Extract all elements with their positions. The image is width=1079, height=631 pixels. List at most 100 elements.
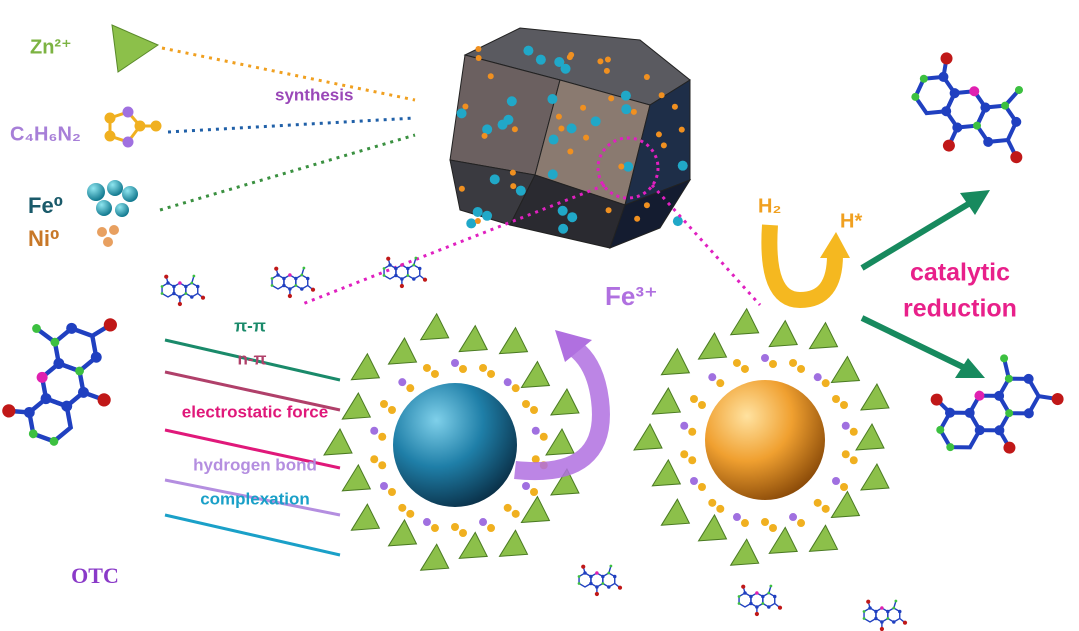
particle bbox=[458, 185, 465, 192]
linker-atom bbox=[697, 401, 706, 409]
particle bbox=[567, 148, 574, 155]
linker-atom bbox=[813, 373, 822, 382]
linker-atom bbox=[708, 498, 717, 507]
particle bbox=[558, 125, 565, 132]
particle bbox=[677, 160, 688, 171]
linker-atom bbox=[487, 524, 496, 533]
zoom-lines bbox=[299, 183, 762, 307]
particle bbox=[590, 116, 601, 127]
linker-atom bbox=[680, 421, 689, 430]
synthesis-lines bbox=[159, 46, 416, 212]
particle bbox=[547, 169, 558, 180]
linker-atom bbox=[797, 519, 806, 528]
tetrahedron bbox=[545, 427, 575, 456]
linker-atom bbox=[832, 395, 841, 403]
linker-atom bbox=[789, 513, 798, 522]
linker-atom bbox=[451, 523, 459, 531]
tetrahedron bbox=[808, 321, 839, 350]
imidazole-icon bbox=[104, 106, 162, 148]
tetrahedron bbox=[350, 503, 381, 531]
tetrahedron bbox=[855, 422, 885, 451]
linker-atom bbox=[406, 509, 415, 518]
particle bbox=[506, 96, 517, 107]
linker-atom bbox=[680, 450, 689, 459]
particle bbox=[566, 54, 573, 61]
linker-atom bbox=[716, 379, 725, 388]
particle bbox=[475, 54, 482, 61]
particle bbox=[548, 134, 559, 145]
tetrahedron bbox=[341, 463, 372, 492]
tetrahedron bbox=[660, 347, 691, 376]
ion-label: Fe³⁺ bbox=[605, 281, 658, 311]
linker-atom bbox=[530, 406, 539, 414]
particle bbox=[660, 142, 667, 149]
linker-atom bbox=[459, 365, 467, 373]
linker-atom bbox=[732, 513, 741, 522]
tetrahedron bbox=[633, 422, 663, 451]
particle bbox=[604, 56, 611, 63]
particle bbox=[620, 90, 631, 101]
tetrahedron bbox=[458, 324, 489, 353]
particle bbox=[456, 108, 467, 119]
tetrahedron bbox=[830, 355, 861, 384]
particle bbox=[482, 210, 493, 221]
linker-atom bbox=[378, 461, 387, 470]
reaction-label: reduction bbox=[903, 295, 1017, 323]
linker-atom bbox=[387, 406, 396, 414]
linker-atom bbox=[821, 379, 830, 388]
particle bbox=[567, 212, 578, 223]
linker-atom bbox=[487, 369, 496, 378]
linker-atom bbox=[849, 456, 858, 465]
particle bbox=[482, 124, 493, 135]
particle bbox=[511, 126, 518, 133]
linker-atom bbox=[832, 477, 841, 485]
ni-core bbox=[705, 380, 825, 500]
particle bbox=[608, 95, 615, 102]
particle bbox=[472, 206, 483, 217]
interaction-label: hydrogen bond bbox=[193, 455, 317, 474]
particle bbox=[634, 215, 641, 222]
linker-atom bbox=[370, 455, 379, 464]
particle bbox=[597, 58, 604, 65]
particle bbox=[678, 126, 685, 133]
precursor-label: C₄H₆N₂ bbox=[10, 123, 81, 145]
particle bbox=[523, 45, 534, 56]
linker-atom bbox=[840, 483, 849, 491]
particle bbox=[603, 67, 610, 74]
linker-atom bbox=[406, 384, 415, 393]
tetrahedron bbox=[697, 332, 728, 360]
particle bbox=[643, 202, 650, 209]
particle bbox=[535, 54, 546, 65]
particle bbox=[580, 104, 587, 111]
interaction-lines bbox=[164, 338, 341, 557]
linker-atom bbox=[769, 360, 777, 368]
tetrahedron bbox=[697, 513, 728, 542]
particle bbox=[547, 94, 558, 105]
linker-atom bbox=[539, 432, 548, 441]
particle bbox=[658, 92, 665, 99]
zif-shell bbox=[323, 312, 580, 571]
linker-atom bbox=[503, 378, 512, 387]
particle bbox=[509, 169, 516, 176]
particle bbox=[618, 163, 625, 170]
tetrahedron bbox=[860, 462, 890, 491]
linker-atom bbox=[370, 426, 379, 435]
zif-shell bbox=[633, 307, 890, 566]
otc-molecule bbox=[0, 294, 137, 459]
precursor-label: Fe⁰ bbox=[28, 193, 63, 218]
particle bbox=[515, 185, 526, 196]
h-arrow-head bbox=[820, 232, 850, 258]
reactant-label: H₂ bbox=[758, 195, 781, 217]
interaction-label: electrostatic force bbox=[182, 402, 328, 421]
linker-atom bbox=[511, 384, 520, 393]
linker-atom bbox=[451, 359, 459, 367]
tetrahedron bbox=[323, 427, 353, 456]
particle bbox=[655, 131, 662, 138]
product-label: H* bbox=[840, 210, 862, 232]
particle bbox=[557, 205, 568, 216]
linker-atom bbox=[511, 509, 520, 518]
particle bbox=[555, 113, 562, 120]
fe-arrow-head bbox=[555, 330, 592, 362]
linker-atom bbox=[530, 488, 539, 496]
